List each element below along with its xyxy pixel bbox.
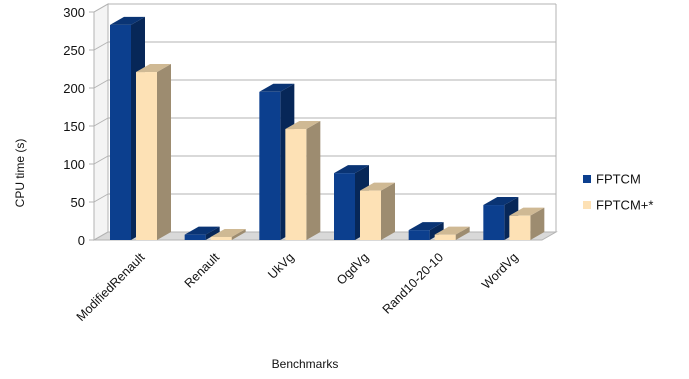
x-tick-label: OgdVg <box>334 250 371 287</box>
y-tick-label: 50 <box>71 195 85 210</box>
y-tick-label: 250 <box>63 43 85 58</box>
legend-swatch <box>583 175 591 183</box>
bar <box>360 182 395 240</box>
y-axis-title: CPU time (s) <box>13 139 27 208</box>
bar-front <box>110 24 131 241</box>
bar-side <box>157 64 171 240</box>
gridline-depth <box>93 193 109 203</box>
bars <box>110 16 545 241</box>
bar-side <box>306 121 321 240</box>
x-tick-label: ModifiedRenault <box>74 250 148 324</box>
legend-label: FPTCM+* <box>596 198 653 213</box>
gridline-depth <box>93 117 109 127</box>
legend-swatch <box>583 201 591 209</box>
bar-front <box>509 215 531 240</box>
bar-top <box>210 228 246 237</box>
bar-side <box>429 222 444 240</box>
bar-front <box>136 72 157 240</box>
bar-side <box>205 226 220 240</box>
bar-top <box>360 182 395 191</box>
y-tick-label: 300 <box>63 5 85 20</box>
bar <box>434 226 470 240</box>
y-axis: 0 50 100 150 200 250 300 <box>63 5 95 248</box>
bar-side <box>455 226 470 240</box>
x-tick-label: Renault <box>182 250 223 291</box>
gridline-depth <box>93 231 109 241</box>
legend: FPTCM FPTCM+* <box>583 172 653 213</box>
bar-top <box>483 197 519 206</box>
bar-top <box>408 222 444 231</box>
x-tick-label: WordVg <box>479 250 521 292</box>
gridline-depth <box>93 155 109 165</box>
bar-front <box>360 190 381 240</box>
y-tick-label: 0 <box>78 233 85 248</box>
gridline-depth <box>93 3 109 13</box>
bar-side <box>530 207 545 240</box>
bar-front <box>334 173 355 240</box>
bar-front <box>434 234 456 240</box>
bar-side <box>231 228 246 240</box>
bar <box>210 228 246 240</box>
x-tick-label: Rand10-20-10 <box>380 250 446 316</box>
gridline-depth <box>93 79 109 89</box>
bar-top <box>184 226 220 235</box>
bar-top <box>259 83 295 92</box>
gridline-depth <box>93 41 109 51</box>
bar-front <box>210 236 232 240</box>
bar <box>408 222 444 240</box>
bar-front <box>483 205 505 240</box>
bar-top <box>434 226 470 235</box>
y-tick-label: 150 <box>63 119 85 134</box>
bar-top <box>136 64 171 73</box>
bar-front <box>259 91 281 240</box>
y-tick-label: 100 <box>63 157 85 172</box>
bar-front <box>184 234 206 240</box>
bar-top <box>509 207 545 216</box>
x-tick-label: UkVg <box>265 250 297 282</box>
y-tick-label: 200 <box>63 81 85 96</box>
bar-top <box>334 165 369 174</box>
bar-top <box>285 121 321 130</box>
bar-front <box>408 230 430 240</box>
bar <box>509 207 545 240</box>
x-axis: ModifiedRenault Renault UkVg OgdVg Rand10-20… <box>74 250 521 324</box>
gridlines <box>93 3 556 241</box>
bar <box>184 226 220 240</box>
bar <box>136 64 171 240</box>
bar-side <box>381 182 395 240</box>
x-axis-title: Benchmarks <box>272 357 339 371</box>
bar-top <box>110 16 145 25</box>
legend-label: FPTCM <box>596 172 641 187</box>
bar <box>285 121 321 240</box>
bar-front <box>285 129 307 240</box>
